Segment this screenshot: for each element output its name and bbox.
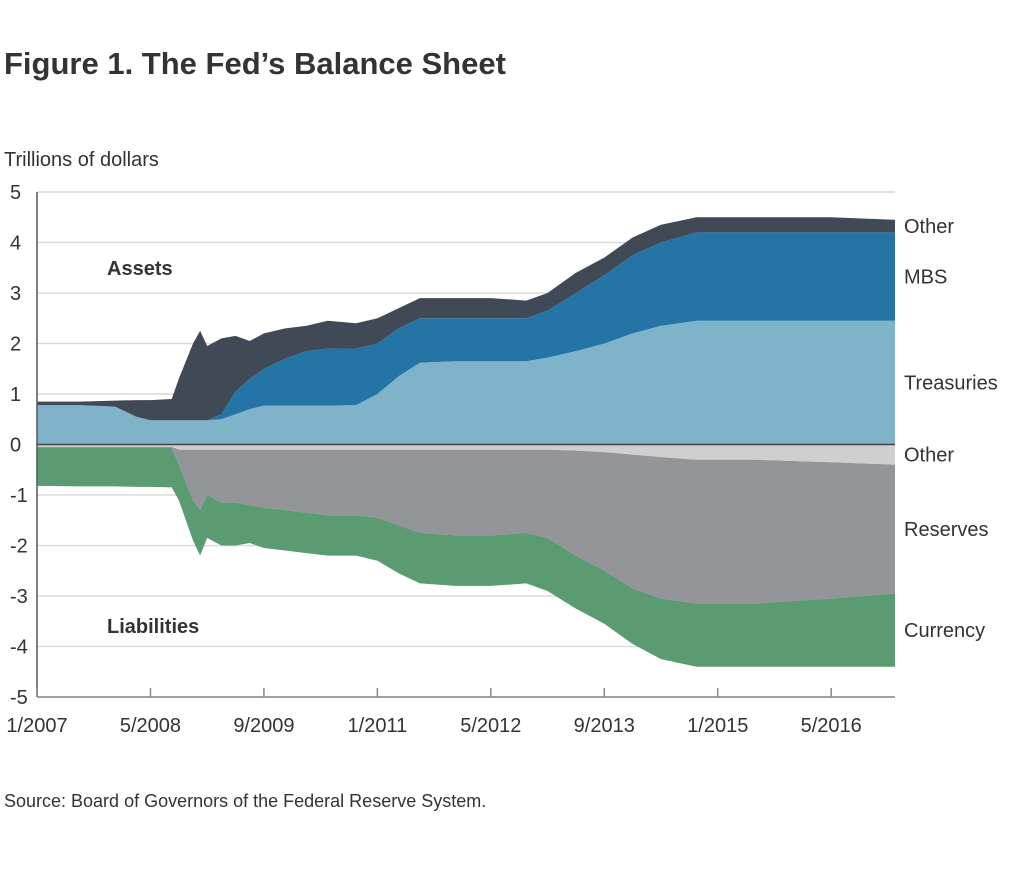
- x-tick-label: 9/2013: [574, 715, 635, 737]
- x-tick-label: 5/2012: [460, 715, 521, 737]
- assets-treasuries-area: [37, 320, 895, 445]
- y-tick-label: 2: [10, 334, 21, 356]
- chart-title: Figure 1. The Fed’s Balance Sheet: [4, 46, 506, 81]
- x-tick-label: 5/2016: [801, 715, 862, 737]
- y-tick-label: 1: [10, 384, 21, 406]
- assets-mbs-label: MBS: [904, 267, 947, 289]
- y-axis-label: Trillions of dollars: [4, 149, 159, 171]
- y-tick-label: 5: [10, 182, 21, 204]
- assets-mbs-area: [37, 232, 895, 421]
- y-tick-label: -4: [10, 637, 28, 659]
- x-tick-label: 9/2009: [233, 715, 294, 737]
- assets-treasuries-label: Treasuries: [904, 373, 998, 395]
- x-tick-label: 1/2015: [687, 715, 748, 737]
- y-tick-label: 0: [10, 435, 21, 457]
- source-note: Source: Board of Governors of the Federa…: [4, 791, 486, 811]
- assets-other-label: Other: [904, 216, 954, 238]
- x-tick-label: 1/2007: [6, 715, 67, 737]
- y-tick-label: -3: [10, 586, 28, 608]
- liabilities-other-area: [37, 444, 895, 465]
- liabilities-currency-label: Currency: [904, 620, 985, 642]
- assets-other-area: [37, 217, 895, 421]
- x-tick-label: 1/2011: [348, 715, 408, 737]
- y-tick-label: 3: [10, 283, 21, 305]
- liabilities-other-label: Other: [904, 445, 954, 467]
- y-tick-label: -2: [10, 536, 28, 558]
- y-tick-label: 4: [10, 233, 21, 255]
- assets-annotation: Assets: [107, 258, 173, 280]
- liabilities-currency-area: [37, 448, 895, 667]
- liabilities-annotation: Liabilities: [107, 616, 199, 638]
- y-tick-label: -1: [10, 485, 28, 507]
- liabilities-reserves-area: [37, 447, 895, 604]
- y-tick-label: -5: [10, 687, 28, 709]
- x-tick-label: 5/2008: [120, 715, 181, 737]
- liabilities-reserves-label: Reserves: [904, 519, 988, 541]
